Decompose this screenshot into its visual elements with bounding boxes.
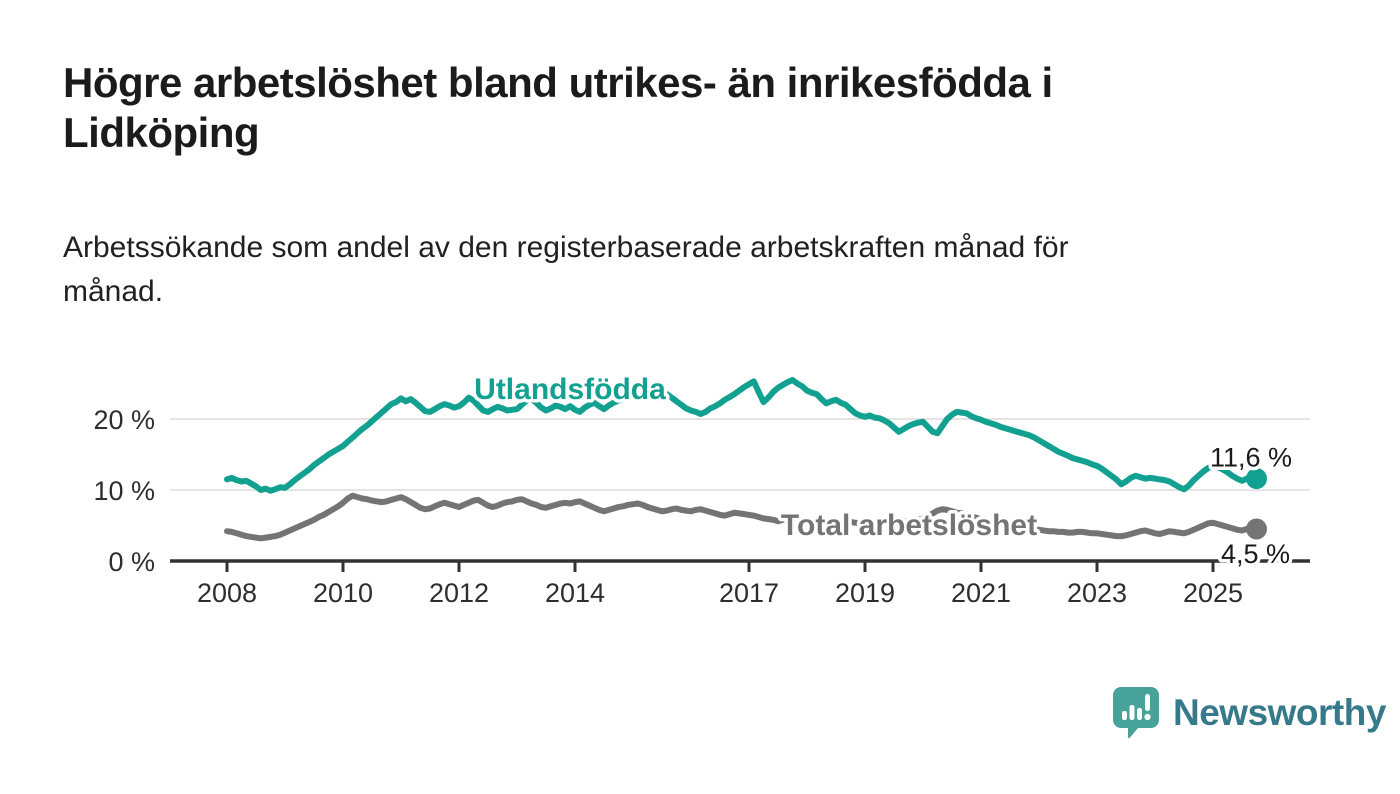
x-tick-label-2023: 2023 — [1067, 578, 1127, 608]
newsworthy-logo: Newsworthy — [1112, 686, 1386, 739]
exclamation-dot-icon — [1144, 713, 1151, 721]
x-tick-label-2017: 2017 — [719, 578, 779, 608]
newsworthy-wordmark: Newsworthy — [1173, 691, 1386, 733]
x-tick-label-2014: 2014 — [545, 578, 605, 608]
chart-subtitle: Arbetssökande som andel av den registerb… — [63, 231, 1069, 308]
series-line-utlandsfodda — [224, 377, 1260, 494]
x-tick-label-2025: 2025 — [1183, 578, 1243, 608]
y-tick-label-20: 20 % — [93, 405, 155, 435]
newsworthy-bubble-chart-icon — [1113, 687, 1159, 739]
bar-small-icon — [1122, 711, 1127, 720]
chart-title: Högre arbetslöshet bland utrikes- än inr… — [63, 59, 1053, 156]
bar-tall-icon — [1137, 708, 1142, 720]
x-tick-label-2010: 2010 — [313, 578, 373, 608]
y-tick-label-0: 0 % — [108, 547, 155, 577]
bar-medium-icon — [1129, 705, 1135, 720]
x-tick-label-2012: 2012 — [429, 578, 489, 608]
x-tick-label-2019: 2019 — [835, 578, 895, 608]
series-label-total-arbetsloshet: Total arbetslöshet — [781, 509, 1037, 542]
x-tick-label-2008: 2008 — [197, 578, 257, 608]
series-line-total-arbetsloshet — [224, 492, 1260, 542]
y-tick-label-10: 10 % — [93, 476, 155, 506]
series-end-dot-utlandsfodda — [1246, 468, 1267, 490]
series-end-dot-total-arbetsloshet — [1246, 518, 1267, 540]
end-value-label-utlandsfodda: 11,6 % — [1210, 443, 1292, 473]
speech-bubble-shape — [1113, 687, 1159, 739]
x-tick-label-2021: 2021 — [951, 578, 1011, 608]
exclamation-bar-icon — [1145, 694, 1150, 711]
series-label-utlandsfodda: Utlandsfödda — [474, 373, 666, 406]
end-value-label-total-arbetsloshet: 4,5 % — [1221, 539, 1290, 569]
